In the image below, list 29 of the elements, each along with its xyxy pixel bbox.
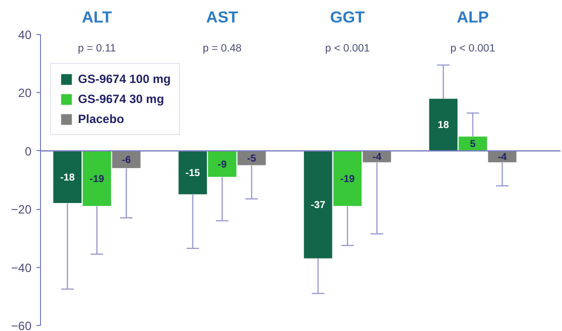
data-label: 18	[438, 120, 450, 132]
data-label: 5	[470, 139, 476, 150]
y-tick-label: −60	[11, 319, 32, 331]
annotation: p = 0.11	[78, 42, 116, 54]
y-tick-label: 40	[18, 28, 32, 42]
y-tick-label: −20	[11, 202, 32, 217]
x-tick-label: GGT	[330, 10, 366, 26]
y-tick-label: 0	[24, 144, 32, 158]
legend-label: GS-9674 30 mg	[78, 92, 164, 106]
data-label: -9	[218, 159, 228, 170]
y-tick-label: −40	[11, 260, 32, 275]
annotation: p < 0.001	[450, 42, 496, 54]
annotation: p = 0.48	[202, 42, 242, 54]
data-label: -18	[60, 172, 76, 184]
data-label: -37	[310, 200, 326, 212]
data-label: -15	[186, 168, 200, 180]
legend-label: GS-9674 100 mg	[78, 72, 171, 86]
data-label: -4	[372, 152, 382, 164]
data-label: -5	[247, 154, 257, 165]
annotation: p < 0.001	[325, 42, 370, 54]
x-tick-label: ALP	[456, 10, 490, 26]
data-label: -19	[340, 174, 356, 186]
y-tick-label: 20	[18, 86, 32, 100]
x-tick-label: ALT	[82, 10, 112, 26]
legend-label: Placebo	[78, 112, 124, 126]
x-tick-label: AST	[206, 10, 238, 26]
data-label: -19	[90, 174, 105, 186]
data-label: -4	[498, 152, 508, 164]
data-label: -6	[122, 155, 132, 166]
